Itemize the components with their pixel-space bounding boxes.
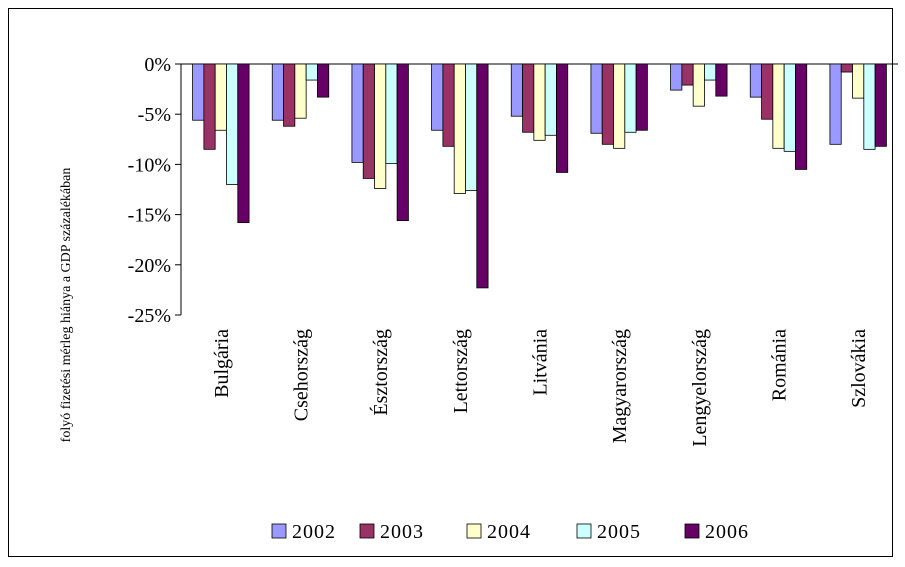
bar-2003-6 (681, 63, 694, 86)
bar-2004-8 (852, 63, 865, 99)
bar-2006-2 (396, 63, 409, 222)
legend-label-2002: 2002 (292, 521, 336, 543)
bar-2002-0 (192, 63, 205, 121)
bar-2006-3 (476, 63, 489, 289)
bar-2002-2 (351, 63, 364, 163)
bar-2003-1 (283, 63, 296, 127)
bar-2004-2 (374, 63, 387, 189)
x-category-label: Bulgária (211, 329, 233, 398)
bar-2005-6 (704, 63, 717, 81)
y-tick-label: 0% (144, 54, 171, 76)
bar-2006-5 (635, 63, 648, 131)
bar-2006-6 (715, 63, 728, 97)
legend-label-2005: 2005 (597, 521, 641, 543)
plot-area: 0% -5% -10% -15% -20% -25% Bulgária Csehország É… (128, 54, 898, 447)
bar-2002-5 (590, 63, 603, 134)
legend-label-2004: 2004 (487, 521, 531, 543)
bar-2004-5 (613, 63, 626, 149)
bar-2005-0 (226, 63, 239, 185)
bar-2002-4 (510, 63, 523, 117)
y-tick-label: -20% (128, 255, 171, 277)
bar-2003-2 (362, 63, 375, 179)
bar-2002-6 (670, 63, 683, 91)
x-category-label: Magyarország (609, 329, 631, 443)
bar-2004-6 (692, 63, 705, 107)
bar-2006-0 (237, 63, 250, 224)
bar-2005-2 (385, 63, 398, 164)
x-category-label: Csehország (291, 329, 313, 421)
y-axis-title: folyó fizetési mérleg hiánya a GDP száza… (59, 168, 74, 443)
legend-swatch-2005 (576, 523, 592, 539)
x-category-label: Észtország (369, 329, 392, 416)
bar-2006-8 (874, 63, 887, 147)
bar-2004-1 (294, 63, 307, 119)
legend-swatch-2006 (684, 523, 700, 539)
legend-label-2003: 2003 (380, 521, 424, 543)
bar-2002-3 (431, 63, 444, 131)
bar-2003-3 (442, 63, 455, 147)
y-tick-label: -10% (128, 154, 171, 176)
bar-2003-4 (522, 63, 535, 133)
bar-2004-7 (772, 63, 785, 149)
x-category-label: Szlovákia (848, 329, 870, 408)
x-category-label: Lengyelország (689, 329, 711, 447)
bar-2006-7 (795, 63, 808, 170)
bar-2005-7 (783, 63, 796, 152)
bar-2004-3 (453, 63, 466, 194)
bar-2003-0 (203, 63, 216, 150)
x-category-label: Litvánia (530, 329, 552, 396)
bar-2002-8 (829, 63, 842, 145)
x-category-label: Lettország (450, 329, 472, 413)
x-category-label: Románia (769, 329, 791, 401)
bar-2005-8 (863, 63, 876, 150)
bar-2003-7 (761, 63, 774, 120)
legend-swatch-2003 (359, 523, 375, 539)
y-tick-label: -15% (128, 205, 171, 227)
bar-2002-1 (271, 63, 284, 121)
bar-2004-0 (214, 63, 227, 131)
legend-label-2006: 2006 (705, 521, 749, 543)
bar-2006-1 (317, 63, 330, 98)
bar-2005-1 (305, 63, 318, 81)
bar-2003-8 (840, 63, 853, 73)
bar-2002-7 (749, 63, 762, 98)
bar-2005-3 (465, 63, 478, 191)
bar-2005-4 (544, 63, 557, 136)
y-tick-label: -25% (128, 305, 171, 327)
legend: 2002 2003 2004 2005 2006 (271, 521, 749, 543)
bar-2004-4 (533, 63, 546, 141)
bar-2005-5 (624, 63, 637, 133)
y-tick-label: -5% (138, 104, 171, 126)
legend-swatch-2004 (466, 523, 482, 539)
legend-swatch-2002 (271, 523, 287, 539)
bar-2003-5 (601, 63, 614, 145)
bar-2006-4 (556, 63, 569, 173)
